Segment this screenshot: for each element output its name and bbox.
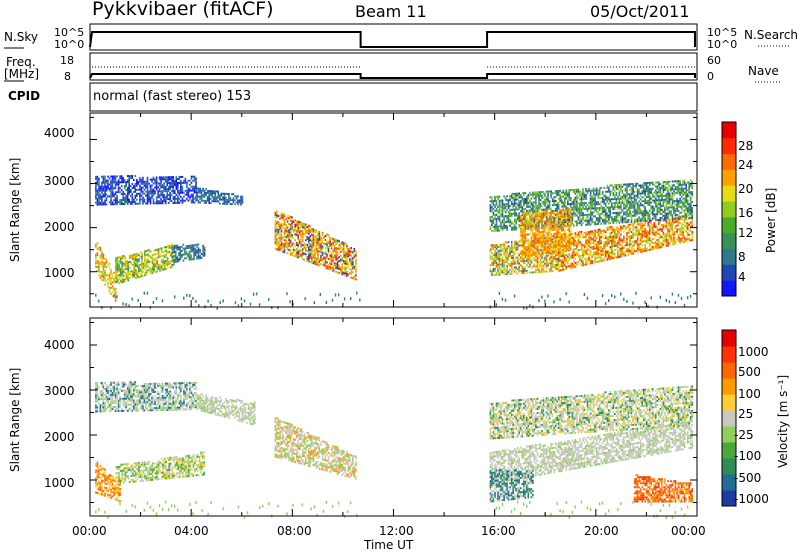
velocity-colorbar-swatch — [722, 362, 736, 379]
nave-tick-top: 60 — [707, 54, 721, 67]
power-cbar-tick: 16 — [738, 206, 754, 220]
cpid-value: normal (fast stereo) 153 — [93, 89, 252, 104]
power-colorbar-swatch — [722, 169, 736, 186]
power-colorbar-swatch — [722, 232, 736, 249]
beam-label: Beam 11 — [355, 2, 427, 21]
velocity-ylabel: Slant Range [km] — [8, 367, 22, 472]
velocity-ytick: 3000 — [44, 384, 75, 398]
velocity-cbar-tick: -100 — [734, 449, 762, 463]
power-colorbar-swatch — [722, 280, 736, 297]
power-scatter — [95, 175, 693, 310]
nsky-tick-bottom: 10^0 — [54, 38, 85, 51]
freq-label: Freq. — [6, 55, 36, 69]
velocity-colorbar-swatch — [722, 426, 736, 443]
x-tick: 16:00 — [481, 524, 516, 538]
power-ytick: 1000 — [44, 266, 75, 280]
x-axis-label: Time UT — [364, 538, 414, 552]
power-cbar-label: Power [dB] — [764, 187, 778, 253]
velocity-ytick: 2000 — [44, 430, 75, 444]
x-tick: 08:00 — [277, 524, 312, 538]
velocity-colorbar-swatch — [722, 394, 736, 411]
power-colorbar-swatch — [722, 216, 736, 234]
velocity-scatter — [95, 381, 693, 519]
power-colorbar-swatch — [722, 248, 736, 265]
cpid-panel — [89, 82, 698, 112]
freq-trace — [89, 73, 696, 79]
velocity-cbar-tick: 100 — [738, 387, 761, 401]
power-ylabel: Slant Range [km] — [8, 157, 22, 262]
freq-tick-bottom: 8 — [64, 70, 71, 83]
velocity-cbar-tick: -500 — [734, 471, 762, 485]
velocity-cbar-tick: -1000 — [734, 492, 769, 506]
velocity-colorbar-swatch — [722, 346, 736, 363]
nsky-tick-top: 10^5 — [54, 26, 85, 39]
velocity-ytick: 4000 — [44, 338, 75, 352]
freq-unit: [MHz] — [4, 67, 40, 81]
freq-tick-top: 18 — [60, 54, 74, 67]
velocity-cbar-tick: -25 — [734, 428, 754, 442]
power-cbar-tick: 4 — [738, 270, 746, 284]
date-label: 05/Oct/2011 — [590, 2, 690, 21]
velocity-colorbar-frame — [721, 329, 737, 507]
velocity-ytick: 1000 — [44, 476, 75, 490]
x-tick: 00:00 — [671, 524, 706, 538]
nsearch-label: N.Search — [744, 28, 799, 42]
power-cbar-tick: 28 — [738, 139, 754, 153]
power-colorbar-swatch — [722, 185, 736, 202]
power-cbar-tick: 24 — [738, 158, 754, 172]
nave-label: Nave — [748, 64, 779, 78]
power-cbar-tick: 12 — [738, 226, 754, 240]
velocity-colorbar-swatch — [722, 410, 736, 427]
power-ytick: 4000 — [44, 126, 75, 140]
power-ytick: 2000 — [44, 220, 75, 234]
nsky-trace — [89, 31, 696, 48]
power-ytick: 3000 — [44, 174, 75, 188]
x-tick: 00:00 — [72, 524, 107, 538]
velocity-cbar-tick: 500 — [738, 365, 761, 379]
cpid-label: CPID — [8, 89, 41, 103]
freq-panel — [89, 52, 698, 81]
power-colorbar-swatch — [722, 137, 736, 155]
station-title: Pykkvibaer (fitACF) — [92, 0, 274, 20]
velocity-colorbar-swatch — [722, 458, 736, 475]
velocity-cbar-label: Velocity [m s⁻¹] — [776, 374, 790, 468]
power-colorbar-swatch — [722, 201, 736, 218]
velocity-colorbar-swatch — [722, 442, 736, 459]
power-colorbar-frame — [721, 121, 737, 297]
power-cbar-tick: 8 — [738, 250, 746, 264]
velocity-cbar-tick: 25 — [738, 407, 754, 421]
nsearch-tick-bottom: 10^0 — [707, 38, 738, 51]
nsky-panel — [89, 23, 698, 51]
power-colorbar-swatch — [722, 122, 736, 139]
velocity-cbar-tick: 1000 — [738, 345, 769, 359]
nave-tick-bottom: 0 — [707, 70, 714, 83]
velocity-colorbar-swatch — [722, 378, 736, 395]
velocity-colorbar-swatch — [722, 474, 736, 491]
power-colorbar-swatch — [722, 153, 736, 170]
velocity-colorbar-swatch — [722, 490, 736, 507]
x-tick: 12:00 — [379, 524, 414, 538]
x-tick: 04:00 — [174, 524, 209, 538]
nsky-label: N.Sky — [4, 30, 39, 44]
nsearch-tick-top: 10^5 — [707, 26, 738, 39]
velocity-colorbar-swatch — [722, 330, 736, 347]
power-cbar-tick: 20 — [738, 182, 754, 196]
x-tick: 20:00 — [584, 524, 619, 538]
power-colorbar-swatch — [722, 264, 736, 281]
